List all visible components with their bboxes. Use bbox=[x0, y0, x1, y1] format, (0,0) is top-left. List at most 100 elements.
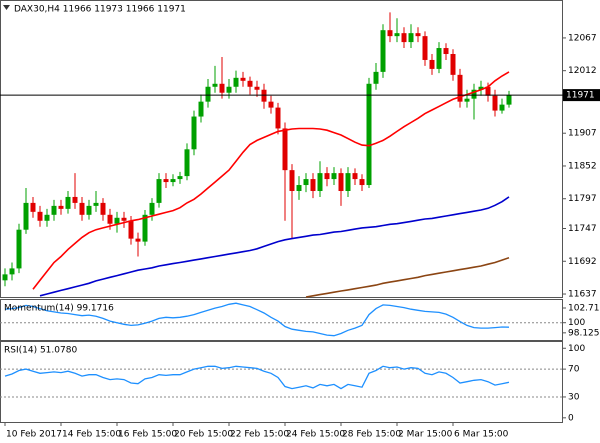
y-tick-label: 11747 bbox=[568, 224, 597, 234]
candle-body bbox=[30, 202, 36, 212]
candle-body bbox=[198, 101, 204, 117]
candle-body bbox=[506, 95, 512, 105]
candle-body bbox=[2, 274, 8, 281]
panel-title: DAX30,H4 11966 11973 11966 11971 bbox=[14, 5, 186, 15]
candle-body bbox=[156, 179, 162, 203]
candle-body bbox=[114, 217, 120, 224]
candle-body bbox=[191, 116, 197, 150]
y-tick-label: 11852 bbox=[568, 161, 597, 171]
current-price-label: 11971 bbox=[566, 91, 595, 101]
candle-body bbox=[16, 229, 22, 269]
candle-body bbox=[205, 86, 211, 102]
candle-body bbox=[310, 179, 316, 191]
candle-body bbox=[177, 176, 183, 180]
candle-body bbox=[345, 173, 351, 191]
candle-body bbox=[422, 36, 428, 60]
candle-body bbox=[492, 95, 498, 111]
candle-body bbox=[23, 202, 29, 230]
candle-body bbox=[107, 214, 113, 224]
candle-body bbox=[275, 107, 281, 129]
candle-body bbox=[65, 196, 71, 209]
candle-body bbox=[478, 86, 484, 90]
candle-body bbox=[457, 74, 463, 102]
panel-title: RSI(14) 51.0780 bbox=[4, 346, 77, 356]
candle-body bbox=[282, 128, 288, 171]
candle-body bbox=[338, 173, 344, 191]
x-tick-label: 16 Feb 15:00 bbox=[118, 430, 177, 440]
candle-body bbox=[464, 98, 470, 102]
moving-average-line bbox=[32, 71, 510, 290]
rsi-panel-frame bbox=[0, 341, 563, 423]
candle-body bbox=[471, 89, 477, 99]
candle-body bbox=[9, 268, 15, 275]
y-tick-label: 100 bbox=[568, 318, 585, 328]
candle-body bbox=[79, 202, 85, 215]
x-tick-label: 28 Feb 15:00 bbox=[342, 430, 401, 440]
candle-body bbox=[226, 86, 232, 93]
candle-body bbox=[415, 33, 421, 37]
y-tick-label: 11907 bbox=[568, 129, 597, 139]
candle-body bbox=[254, 86, 260, 90]
candle-body bbox=[128, 220, 134, 239]
candle-body bbox=[429, 59, 435, 69]
y-tick-label: 11692 bbox=[568, 257, 597, 267]
candle-body bbox=[373, 71, 379, 84]
candle-body bbox=[51, 205, 57, 215]
candle-body bbox=[149, 202, 155, 215]
candle-body bbox=[135, 238, 141, 242]
candle-body bbox=[219, 83, 225, 93]
y-tick-label: 12067 bbox=[568, 33, 597, 43]
candle-body bbox=[58, 205, 64, 209]
candle-body bbox=[289, 170, 295, 191]
candle-body bbox=[93, 202, 99, 206]
candle-body bbox=[366, 83, 372, 186]
candle-body bbox=[408, 33, 414, 43]
x-tick-label: 6 Mar 15:00 bbox=[454, 430, 509, 440]
candle-body bbox=[450, 54, 456, 75]
candle-body bbox=[436, 48, 442, 69]
x-tick-label: 10 Feb 2017 bbox=[6, 430, 62, 440]
candle-body bbox=[387, 30, 393, 37]
candle-body bbox=[303, 179, 309, 186]
moving-average-line bbox=[305, 256, 510, 298]
x-tick-label: 22 Feb 15:00 bbox=[230, 430, 289, 440]
x-tick-label: 14 Feb 15:00 bbox=[62, 430, 121, 440]
candle-body bbox=[359, 179, 365, 186]
candle-body bbox=[240, 77, 246, 81]
y-tick-label: 70 bbox=[568, 365, 580, 375]
y-tick-label: 100 bbox=[568, 344, 585, 354]
moving-average-line bbox=[39, 196, 510, 297]
candle-body bbox=[247, 80, 253, 87]
momentum-panel-frame bbox=[0, 299, 563, 341]
candle-body bbox=[142, 214, 148, 242]
candle-body bbox=[163, 179, 169, 183]
candle-body bbox=[499, 104, 505, 111]
candle-body bbox=[380, 30, 386, 72]
main-panel-frame bbox=[0, 0, 563, 298]
candle-body bbox=[261, 89, 267, 102]
candle-body bbox=[86, 205, 92, 215]
y-tick-label: 12012 bbox=[568, 66, 597, 76]
candle-body bbox=[170, 179, 176, 183]
y-tick-label: 11637 bbox=[568, 290, 597, 300]
candle-body bbox=[121, 217, 127, 221]
candle-body bbox=[317, 173, 323, 191]
x-tick-label: 24 Feb 15:00 bbox=[286, 430, 345, 440]
symbol-icon bbox=[3, 5, 10, 10]
candle-body bbox=[212, 83, 218, 87]
panel-title: Momentum(14) 99.1716 bbox=[4, 304, 114, 314]
y-tick-label: 0 bbox=[568, 413, 574, 423]
candle-body bbox=[100, 202, 106, 215]
candle-body bbox=[352, 173, 358, 180]
x-tick-label: 20 Feb 15:00 bbox=[174, 430, 233, 440]
indicator-line bbox=[4, 365, 510, 390]
candle-body bbox=[184, 149, 190, 177]
candle-body bbox=[401, 33, 407, 43]
candle-body bbox=[443, 48, 449, 55]
candle-body bbox=[324, 173, 330, 180]
y-tick-label: 30 bbox=[568, 392, 580, 402]
candle-body bbox=[394, 33, 400, 37]
